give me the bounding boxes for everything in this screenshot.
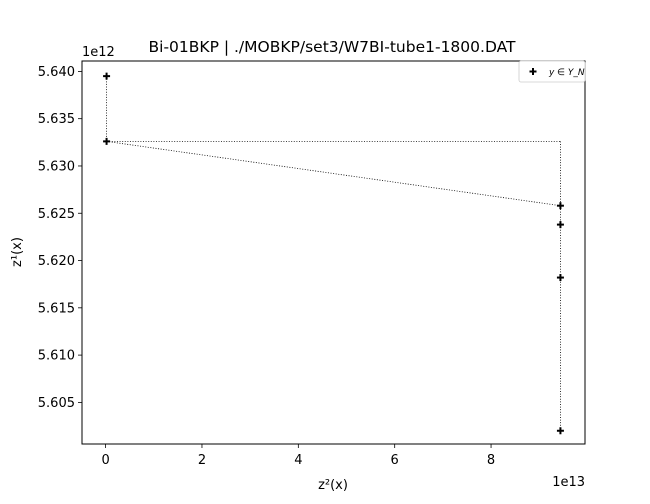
dotted-line-2 <box>106 140 561 207</box>
x-axis-offset-text: 1e13 <box>552 475 585 490</box>
data-point-0-1 <box>103 137 111 145</box>
legend-box <box>518 60 586 83</box>
legend-plus-marker <box>529 68 537 75</box>
y-tick-label-5: 5.630 <box>38 159 75 174</box>
data-point-0-0 <box>103 72 111 80</box>
x-tick-label-0: 0 <box>101 453 109 468</box>
legend-marker-plus <box>529 68 537 75</box>
y-tick-label-1: 5.610 <box>38 349 75 364</box>
plot-area-frame <box>81 60 586 445</box>
y-tick-label-4: 5.625 <box>38 207 75 222</box>
y-axis-ticks: 5.605 5.610 5.615 5.620 5.625 5.630 5.635 5.640 <box>38 65 82 411</box>
x-axis-ticks: 0 2 4 6 8 <box>101 444 495 468</box>
y-axis-offset-text: 1e12 <box>82 45 115 60</box>
x-tick-label-3: 6 <box>391 453 399 468</box>
data-markers <box>103 72 564 435</box>
y-tick-label-3: 5.620 <box>38 254 75 269</box>
y-tick-label-7: 5.640 <box>38 65 75 80</box>
dotted-connector-lines <box>106 76 561 431</box>
y-tick-label-2: 5.615 <box>38 301 75 316</box>
data-point-0-3 <box>556 221 564 229</box>
data-point-0-2 <box>556 202 564 210</box>
x-tick-label-1: 2 <box>198 453 206 468</box>
data-point-0-4 <box>556 274 564 282</box>
y-tick-label-0: 5.605 <box>38 396 75 411</box>
y-axis-label: z¹(x) <box>10 237 25 267</box>
chart-title: Bi-01BKP | ./MOBKP/set3/W7BI-tube1-1800.… <box>149 38 516 56</box>
x-axis-label: z²(x) <box>318 478 348 493</box>
x-tick-label-2: 4 <box>294 453 302 468</box>
legend-label: y ∈ Y_N <box>548 68 585 78</box>
legend: y ∈ Y_N <box>518 60 586 83</box>
data-point-0-5 <box>556 427 564 435</box>
y-tick-label-6: 5.635 <box>38 112 75 127</box>
x-tick-label-4: 8 <box>487 453 495 468</box>
